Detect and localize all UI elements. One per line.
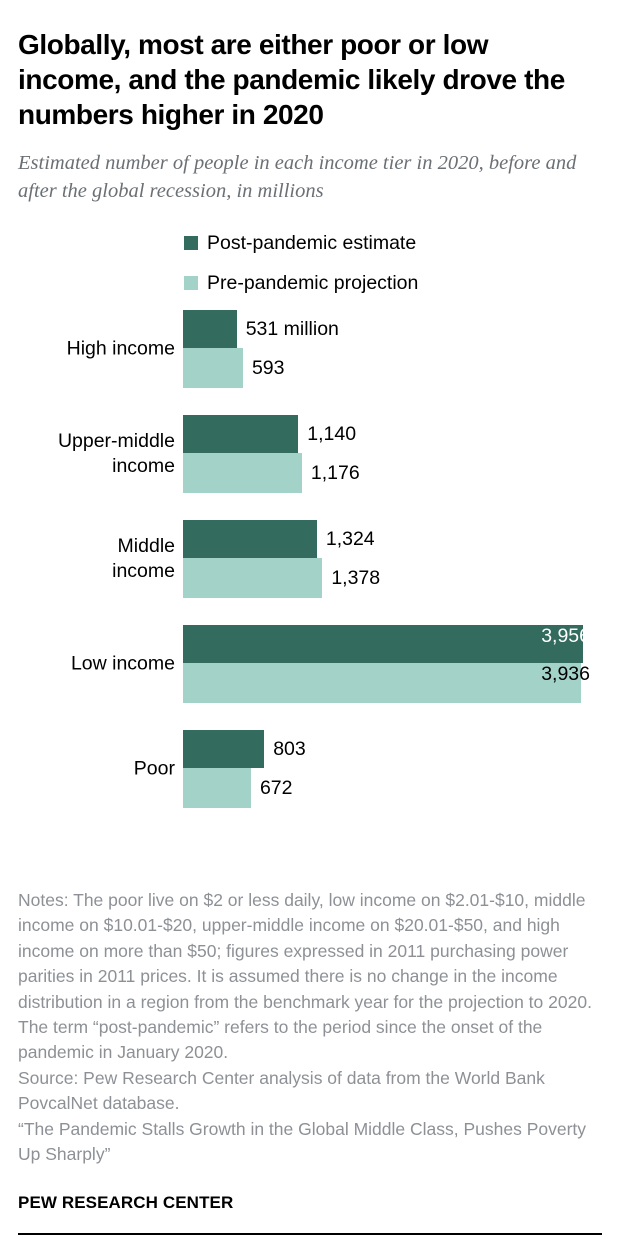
bar-group: Middle income 1,324 1,378 bbox=[18, 520, 602, 598]
legend-item-label: Pre-pandemic projection bbox=[207, 272, 419, 294]
bar-pair: 1,324 1,378 bbox=[183, 520, 602, 598]
bar-value-label: 3,936 bbox=[541, 663, 590, 685]
source-text: Source: Pew Research Center analysis of … bbox=[18, 1067, 545, 1114]
bar-post[interactable] bbox=[183, 415, 299, 453]
bar-value-label: 1,324 bbox=[325, 528, 375, 550]
bar-row: 1,140 bbox=[183, 415, 602, 453]
bar-pre[interactable] bbox=[183, 453, 302, 493]
bar-row: 531 million bbox=[183, 310, 602, 348]
report-title-text: “The Pandemic Stalls Growth in the Globa… bbox=[18, 1118, 587, 1165]
bar-group: High income 531 million 593 bbox=[18, 310, 602, 388]
bar-post[interactable] bbox=[183, 730, 265, 768]
category-label: Poor bbox=[133, 757, 175, 780]
chart-footer: Notes: The poor live on $2 or less daily… bbox=[18, 888, 604, 1236]
bar-post[interactable] bbox=[183, 520, 317, 558]
bar-chart: High income 531 million 593 Upper-middle in… bbox=[18, 310, 602, 810]
bar-pair: 803 672 bbox=[183, 730, 602, 808]
legend-item[interactable]: Post-pandemic estimate bbox=[184, 230, 602, 256]
legend-swatch-icon bbox=[184, 236, 198, 250]
category-label: Upper-middle income bbox=[57, 430, 175, 477]
bar-group: Upper-middle income 1,140 1,176 bbox=[18, 415, 602, 493]
bar-pre[interactable] bbox=[183, 348, 243, 388]
bar-row: 1,378 bbox=[183, 558, 602, 598]
footer-notes: Notes: The poor live on $2 or less daily… bbox=[18, 888, 604, 1167]
bar-post[interactable] bbox=[183, 310, 237, 348]
category-label: Middle income bbox=[112, 535, 175, 582]
legend-swatch-icon bbox=[184, 276, 198, 290]
bar-pair: 1,140 1,176 bbox=[183, 415, 602, 493]
bar-value-label: 803 bbox=[273, 738, 306, 760]
bar-value-label: 672 bbox=[259, 777, 293, 799]
bar-pair: 3,956 3,936 bbox=[183, 625, 602, 703]
brand-label: PEW RESEARCH CENTER bbox=[18, 1193, 234, 1213]
bar-post[interactable]: 3,956 bbox=[183, 625, 590, 663]
bar-value-label: 3,956 bbox=[541, 625, 590, 647]
bar-pre[interactable] bbox=[183, 558, 323, 598]
category-label: Low income bbox=[70, 652, 175, 675]
bar-value-label: 1,140 bbox=[307, 423, 357, 445]
bar-group: Low income 3,956 3,936 bbox=[18, 625, 602, 703]
bar-row: 672 bbox=[183, 768, 602, 808]
bar-pre[interactable] bbox=[183, 768, 251, 808]
bar-row: 803 bbox=[183, 730, 602, 768]
bar-value-label: 1,176 bbox=[310, 462, 360, 484]
legend-item-label: Post-pandemic estimate bbox=[207, 232, 417, 254]
bar-pre[interactable]: 3,936 bbox=[183, 663, 590, 703]
footer-divider bbox=[18, 1233, 602, 1236]
category-label: High income bbox=[66, 337, 175, 360]
bar-pair: 531 million 593 bbox=[183, 310, 602, 388]
bar-row: 1,324 bbox=[183, 520, 602, 558]
bar-value-label: 593 bbox=[251, 357, 285, 379]
bar-row: 1,176 bbox=[183, 453, 602, 493]
bar-value-label: 531 million bbox=[245, 318, 339, 340]
bar-value-label: 1,378 bbox=[331, 567, 381, 589]
page-title: Globally, most are either poor or low in… bbox=[18, 29, 565, 130]
legend-item[interactable]: Pre-pandemic projection bbox=[184, 270, 602, 296]
bar-group: Poor 803 672 bbox=[18, 730, 602, 808]
bar-row: 593 bbox=[183, 348, 602, 388]
page-subtitle: Estimated number of people in each incom… bbox=[18, 152, 577, 202]
notes-text: Notes: The poor live on $2 or less daily… bbox=[18, 890, 592, 1063]
chart-legend: Post-pandemic estimate Pre-pandemic proje… bbox=[18, 230, 602, 296]
bar-row: 3,936 bbox=[183, 663, 602, 703]
bar-row: 3,956 bbox=[183, 625, 602, 663]
